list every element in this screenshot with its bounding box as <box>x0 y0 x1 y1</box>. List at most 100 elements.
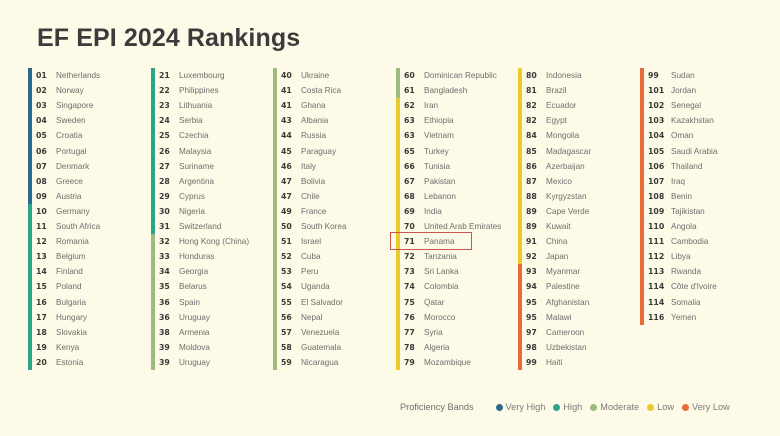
ranking-row: 31 Switzerland <box>159 219 271 234</box>
country-name: Afghanistan <box>546 297 590 307</box>
rank-number: 27 <box>159 161 170 171</box>
country-name: Uruguay <box>179 357 210 367</box>
ranking-row: 32 Hong Kong (China) <box>159 234 271 249</box>
rank-number: 110 <box>648 222 665 231</box>
country-name: Tajikistan <box>671 206 705 216</box>
rank-number: 39 <box>159 342 170 352</box>
legend-item-low: Low <box>647 402 674 412</box>
country-name: Angola <box>671 222 697 231</box>
country-name: Suriname <box>179 161 215 171</box>
rank-number: 19 <box>36 342 47 352</box>
rank-number: 26 <box>159 146 170 156</box>
rank-number: 68 <box>404 191 415 201</box>
country-name: Rwanda <box>671 267 702 277</box>
country-name: Honduras <box>179 252 215 262</box>
ranking-row: 23 Lithuania <box>159 98 271 113</box>
ranking-row: 18 Slovakia <box>36 325 148 340</box>
country-name: Paraguay <box>301 146 337 156</box>
band-bar-low <box>518 68 522 265</box>
rank-number: 88 <box>526 191 537 201</box>
rank-number: 30 <box>159 206 170 216</box>
country-name: Greece <box>56 176 83 186</box>
ranking-row: 74 Colombia <box>404 279 516 294</box>
ranking-row: 70 United Arab Emirates <box>404 219 516 234</box>
country-name: Netherlands <box>56 71 101 80</box>
ranking-row: 104 Oman <box>648 128 760 143</box>
rank-number: 47 <box>281 176 292 186</box>
ranking-row: 45 Paraguay <box>281 144 393 159</box>
ranking-row: 56 Nepal <box>281 310 393 325</box>
rank-number: 04 <box>36 116 47 126</box>
ranking-row: 87 Mexico <box>526 174 638 189</box>
country-name: South Africa <box>56 222 101 231</box>
rank-number: 93 <box>526 267 537 277</box>
rank-number: 57 <box>281 327 292 337</box>
ranking-row: 16 Bulgaria <box>36 295 148 310</box>
rank-number: 25 <box>159 131 170 141</box>
country-name: Costa Rica <box>301 86 342 96</box>
rank-number: 102 <box>648 101 665 111</box>
rank-number: 69 <box>404 206 415 216</box>
ranking-row: 105 Saudi Arabia <box>648 144 760 159</box>
country-name: Myanmar <box>546 267 581 277</box>
country-name: Mexico <box>546 176 572 186</box>
country-name: Turkey <box>424 146 449 156</box>
rank-number: 79 <box>404 357 415 367</box>
ranking-row: 15 Poland <box>36 279 148 294</box>
country-name: Yemen <box>671 312 697 322</box>
rank-number: 101 <box>648 86 665 96</box>
country-name: Slovakia <box>56 327 87 337</box>
ranking-row: 82 Egypt <box>526 113 638 128</box>
ranking-row: 07 Denmark <box>36 159 148 174</box>
country-name: Mozambique <box>424 357 471 367</box>
dot-icon <box>495 403 503 411</box>
country-name: Panama <box>424 237 455 247</box>
country-name: Switzerland <box>179 222 222 231</box>
country-name: South Korea <box>301 222 347 231</box>
band-bar-low <box>396 98 400 370</box>
country-name: Iran <box>424 101 439 111</box>
ranking-row: 08 Greece <box>36 174 148 189</box>
ranking-row: 98 Uzbekistan <box>526 340 638 355</box>
rank-number: 63 <box>404 116 415 126</box>
country-name: Morocco <box>424 312 456 322</box>
rank-number: 71 <box>404 237 415 247</box>
ranking-row: 110 Angola <box>648 219 760 234</box>
country-name: Moldova <box>179 342 210 352</box>
country-name: Ukraine <box>301 71 330 80</box>
rank-number: 108 <box>648 191 665 201</box>
country-name: Syria <box>424 327 443 337</box>
band-bar-very-low <box>518 264 522 370</box>
country-name: Finland <box>56 267 83 277</box>
ranking-row: 61 Bangladesh <box>404 83 516 98</box>
rank-number: 65 <box>404 146 415 156</box>
country-name: Israel <box>301 237 322 247</box>
rank-number: 70 <box>404 222 415 231</box>
country-name: Austria <box>56 191 82 201</box>
rank-number: 76 <box>404 312 415 322</box>
ranking-row: 111 Cambodia <box>648 234 760 249</box>
rank-number: 08 <box>36 176 47 186</box>
country-name: Saudi Arabia <box>671 146 718 156</box>
rank-number: 63 <box>404 131 415 141</box>
rank-number: 104 <box>648 131 665 141</box>
ranking-row: 68 Lebanon <box>404 189 516 204</box>
ranking-row: 17 Hungary <box>36 310 148 325</box>
country-name: Bulgaria <box>56 297 87 307</box>
rank-number: 41 <box>281 101 292 111</box>
rank-number: 98 <box>526 342 537 352</box>
rank-number: 28 <box>159 176 170 186</box>
ranking-row: 09 Austria <box>36 189 148 204</box>
country-name: Sweden <box>56 116 86 126</box>
rank-number: 12 <box>36 237 47 247</box>
ranking-row: 63 Ethiopia <box>404 113 516 128</box>
country-name: Egypt <box>546 116 567 126</box>
ranking-row: 52 Cuba <box>281 249 393 264</box>
rank-number: 43 <box>281 116 292 126</box>
ranking-row: 01 Netherlands <box>36 68 148 83</box>
ranking-column: 40 Ukraine 41 Costa Rica 41 Ghana 43 Albania 44 R… <box>273 68 395 370</box>
ranking-row: 112 Libya <box>648 249 760 264</box>
ranking-row: 41 Ghana <box>281 98 393 113</box>
country-name: Argentina <box>179 176 215 186</box>
ranking-row: 54 Uganda <box>281 279 393 294</box>
